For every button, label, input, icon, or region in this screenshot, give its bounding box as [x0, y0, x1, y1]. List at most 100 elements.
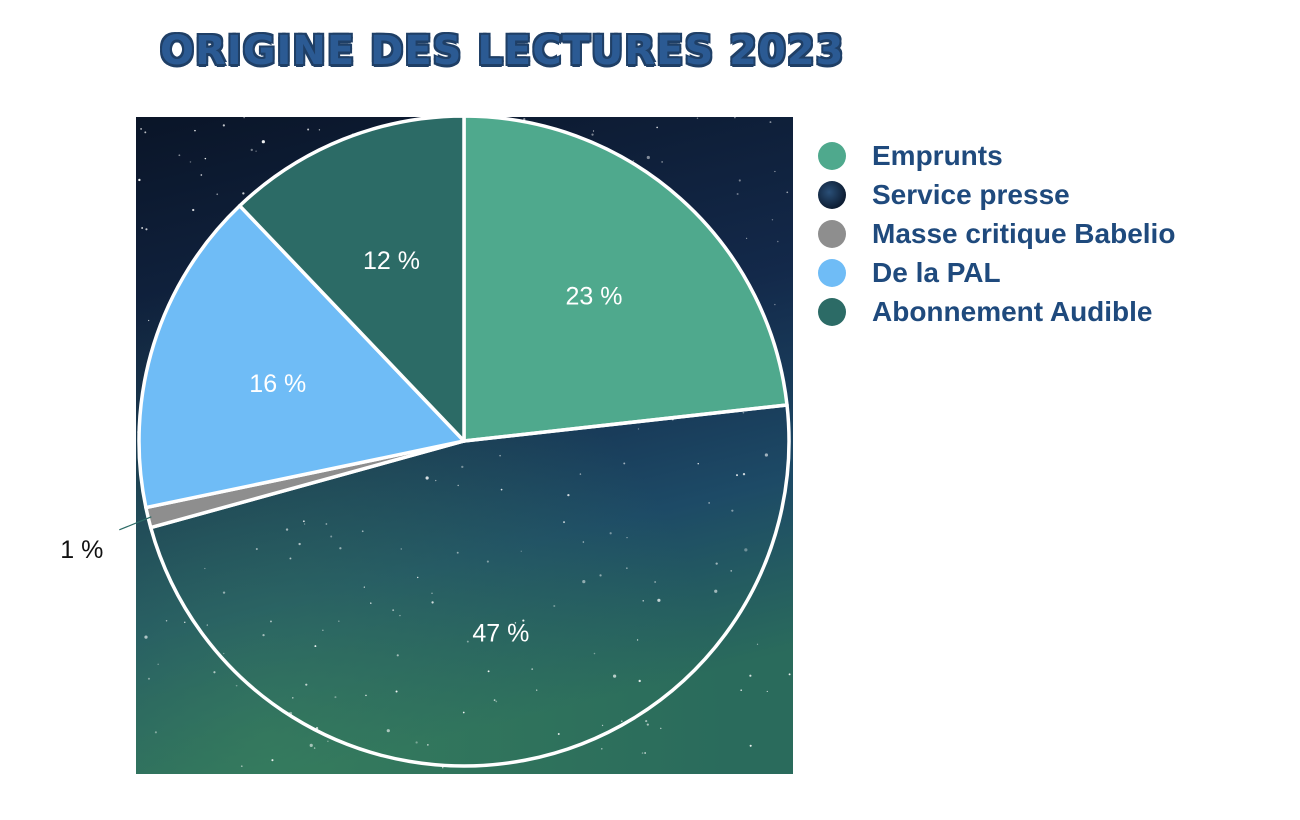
star [361, 530, 364, 533]
slice-label: 16 % [249, 370, 306, 398]
star [487, 670, 490, 673]
star [777, 240, 779, 243]
star [370, 602, 372, 604]
star [425, 476, 429, 480]
star [486, 560, 489, 563]
legend-label: Masse critique Babelio [872, 217, 1176, 249]
slice-label: 1 % [60, 536, 103, 564]
star [641, 752, 644, 754]
star [714, 589, 718, 593]
star [661, 161, 663, 163]
star [307, 128, 310, 131]
star [178, 154, 181, 157]
slice-label: 47 % [472, 619, 529, 647]
star [292, 697, 294, 699]
star [638, 679, 641, 683]
pie-slice-abonnement-audible [237, 114, 466, 443]
star [243, 117, 245, 119]
legend-swatch-icon [818, 219, 846, 248]
star [567, 493, 570, 497]
legend-item: Masse critique Babelio [818, 214, 1175, 253]
star [514, 622, 517, 624]
star [145, 228, 148, 231]
star [386, 729, 390, 733]
legend-swatch-icon [818, 141, 846, 170]
star [148, 319, 150, 322]
star [738, 179, 741, 182]
star [138, 178, 141, 182]
star [788, 673, 791, 676]
star [189, 161, 192, 163]
star [309, 743, 313, 747]
star [771, 219, 774, 221]
star [745, 237, 748, 239]
pie-slice-labels: 23 % 47 % 1 % 16 % 12 % [60, 247, 622, 648]
star [613, 674, 617, 678]
star [696, 117, 699, 119]
legend-label: Service presse [872, 178, 1070, 210]
star [599, 574, 602, 577]
star [399, 614, 401, 617]
star [216, 193, 219, 196]
star [261, 140, 265, 144]
legend-item: Abonnement Audible [818, 292, 1175, 331]
star [646, 155, 650, 160]
star [140, 128, 142, 130]
star [563, 521, 566, 524]
star [582, 541, 585, 543]
star [774, 170, 776, 173]
star [262, 634, 265, 637]
star [365, 694, 367, 697]
star [659, 727, 662, 730]
star [417, 576, 419, 579]
star [431, 592, 433, 594]
star [330, 535, 333, 538]
star [461, 465, 464, 469]
star [184, 621, 186, 623]
star [636, 639, 639, 641]
star [626, 537, 628, 539]
star [395, 690, 398, 693]
star [731, 509, 734, 512]
star [466, 640, 469, 643]
star [601, 724, 604, 727]
star [520, 550, 522, 552]
star [304, 523, 306, 525]
star [697, 462, 699, 465]
star [250, 148, 253, 152]
star [600, 748, 603, 750]
star [644, 752, 647, 754]
star [240, 765, 243, 768]
leader-line [119, 516, 152, 531]
star [462, 711, 465, 714]
star [708, 502, 710, 504]
star [213, 671, 216, 674]
star [222, 591, 226, 594]
star [325, 523, 328, 525]
star [204, 567, 206, 570]
star [730, 570, 733, 572]
star [769, 121, 772, 124]
slice-label: 12 % [363, 247, 420, 275]
pie-slice-service-presse [149, 403, 791, 768]
star [222, 124, 225, 127]
legend-label: De la PAL [872, 256, 1001, 288]
star [415, 741, 418, 744]
star [493, 699, 496, 701]
star [338, 620, 340, 622]
star [165, 620, 168, 622]
star [621, 720, 623, 722]
legend-label: Abonnement Audible [872, 295, 1153, 327]
star [593, 652, 596, 655]
star [736, 193, 739, 196]
legend: Emprunts Service presse Masse critique Bab… [818, 136, 1175, 331]
star [756, 643, 759, 645]
pie-slice-de-la-pal [137, 204, 466, 510]
star [609, 532, 612, 535]
star [557, 733, 560, 735]
star [749, 744, 752, 747]
star [786, 191, 789, 194]
star [400, 548, 403, 550]
star [592, 130, 595, 132]
